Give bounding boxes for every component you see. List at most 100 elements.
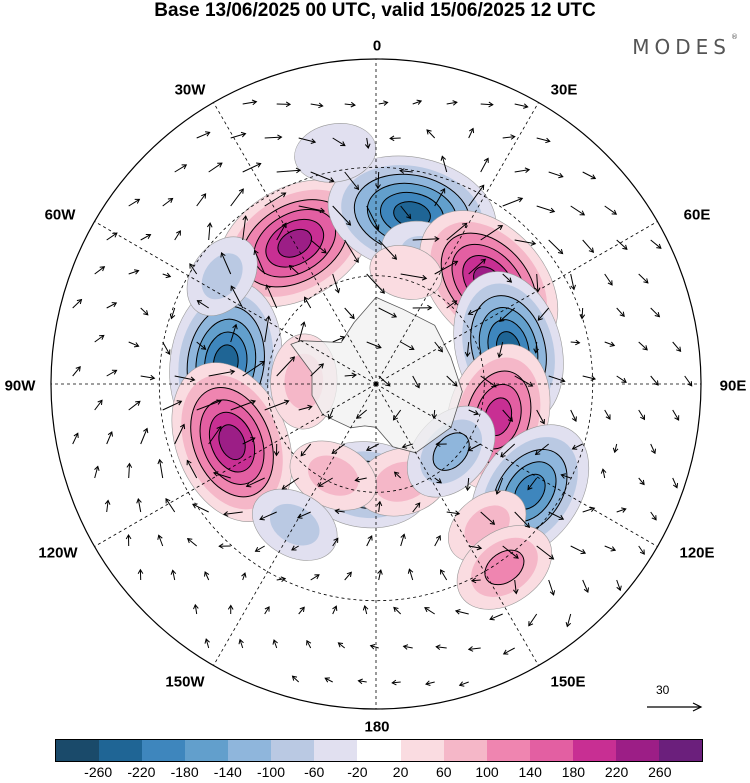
wind-arrow: [196, 399, 222, 411]
wind-arrow: [454, 609, 469, 615]
wind-arrow: [242, 99, 258, 106]
wind-arrow: [366, 273, 385, 294]
lon-label-180: 180: [364, 718, 390, 736]
brand-name: MODES: [632, 35, 731, 59]
wind-arrow: [604, 341, 616, 347]
wind-arrow: [376, 500, 383, 513]
wind-arrow: [140, 307, 149, 316]
colorbar-tick-label: 140: [518, 764, 542, 780]
wind-arrow: [616, 307, 625, 318]
wind-arrow: [276, 167, 302, 174]
wind-arrow: [582, 239, 595, 253]
wind-arrow: [212, 471, 231, 479]
wind-arrow: [140, 427, 149, 445]
wind-arrow: [480, 225, 504, 241]
wind-arrow: [400, 533, 406, 547]
wind-arrow: [174, 375, 196, 383]
wind-arrow: [157, 458, 164, 479]
wind-arrow: [536, 409, 545, 425]
wind-arrow: [446, 100, 458, 106]
wind-arrow: [527, 477, 538, 491]
wind-arrow: [378, 100, 389, 106]
wind-arrow: [480, 157, 489, 173]
wind-arrow: [264, 315, 272, 343]
wind-arrow: [650, 307, 661, 318]
wind-arrow: [502, 197, 524, 207]
wind-arrow: [364, 137, 371, 149]
wind-arrow: [297, 511, 311, 519]
wind-arrow: [548, 171, 564, 179]
wind-arrow: [548, 511, 565, 520]
colorbar-swatch: [529, 740, 573, 761]
anomaly-contour: [294, 123, 377, 183]
colorbar-tick-label: -100: [256, 764, 286, 780]
wind-arrow: [208, 425, 222, 445]
wind-arrow: [106, 431, 113, 445]
wind-arrow: [365, 443, 379, 451]
map-boundary: [50, 58, 702, 710]
wind-arrow: [245, 477, 265, 488]
wind-arrow: [393, 606, 402, 615]
wind-arrow: [672, 409, 680, 421]
wind-arrow: [650, 375, 659, 386]
wind-arrow: [638, 273, 649, 284]
wind-arrow: [196, 341, 207, 350]
wind-arrow: [332, 537, 339, 547]
wind-arrow: [548, 579, 556, 596]
wind-arrow: [332, 605, 338, 615]
wind-arrow: [570, 545, 587, 555]
wind-arrow: [536, 545, 555, 560]
wind-arrow: [230, 323, 238, 343]
colorbar-tick-label: 100: [475, 764, 499, 780]
wind-arrow: [220, 252, 232, 275]
wind-arrow: [600, 468, 607, 479]
lon-label-60e: 60E: [683, 206, 711, 224]
wind-arrow: [434, 534, 441, 547]
wind-arrow: [126, 462, 133, 479]
wind-arrow: [434, 187, 446, 207]
wind-arrow: [310, 239, 327, 254]
wind-arrow: [265, 284, 278, 309]
lon-label-150w: 150W: [165, 673, 205, 691]
wind-arrow: [467, 443, 481, 452]
colorbar-swatch: [271, 740, 315, 761]
wind-arrow: [604, 545, 617, 552]
wind-arrow: [570, 205, 586, 216]
colorbar-tick-label: 20: [392, 764, 409, 780]
wind-arrow: [162, 197, 174, 207]
wind-arrow: [638, 409, 646, 421]
wind-arrow: [106, 302, 118, 309]
wind-arrow: [264, 606, 270, 615]
wind-arrow: [536, 137, 551, 144]
polar-map: [50, 58, 702, 710]
wind-arrow: [288, 264, 300, 275]
lon-label-30e: 30E: [550, 81, 578, 99]
wind-arrow: [125, 534, 132, 547]
wind-arrow: [470, 577, 481, 584]
wind-arrow: [104, 499, 111, 513]
wind-arrow: [276, 356, 296, 377]
wind-arrow: [616, 375, 627, 383]
colorbar-tick-label: -260: [84, 764, 113, 780]
wind-arrow: [570, 339, 581, 346]
wind-arrow: [500, 443, 516, 458]
lat-lon-grid: [51, 59, 701, 709]
lon-label-30w: 30W: [174, 81, 206, 99]
longitude-line: [375, 383, 539, 666]
wind-arrow: [604, 205, 618, 215]
wind-arrow: [137, 568, 144, 581]
wind-arrow: [72, 432, 79, 445]
wind-arrow: [204, 638, 210, 649]
map-title: Base 13/06/2025 00 UTC, valid 15/06/2025…: [154, 0, 596, 21]
colorbar-swatch: [486, 740, 530, 761]
wind-arrow: [434, 341, 444, 353]
wind-arrow: [468, 409, 480, 416]
wind-arrow: [238, 638, 244, 649]
wind-arrow: [468, 544, 483, 551]
wind-arrow: [604, 273, 613, 286]
anomaly-contour: [369, 245, 443, 300]
wind-arrow: [192, 503, 209, 513]
wind-arrow: [650, 239, 662, 249]
wind-arrow: [638, 545, 645, 555]
wind-arrow: [169, 307, 176, 320]
